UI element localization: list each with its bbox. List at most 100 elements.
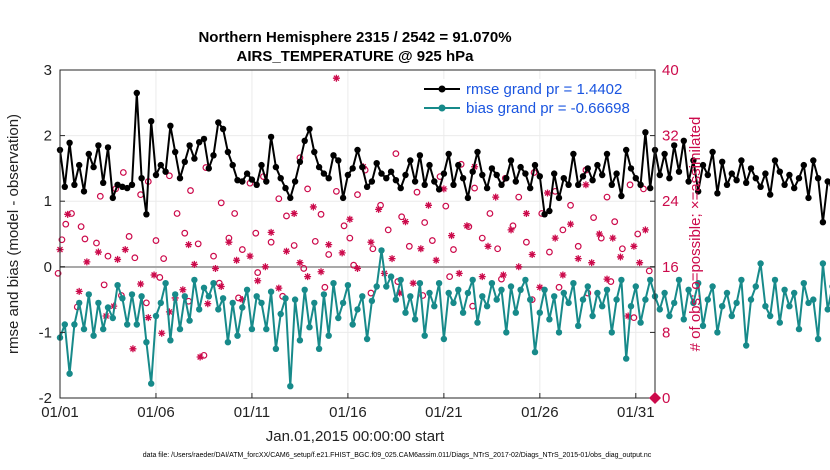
bias-point [469,276,476,284]
x-tick-label: 01/01 [41,404,79,421]
rmse-point [128,181,136,188]
bias-point [421,332,428,339]
rmse-point [119,183,126,190]
bias-point [109,314,117,322]
rmse-point [363,183,371,190]
bias-point [589,312,596,320]
rmse-point [752,175,759,182]
rmse-point [277,175,284,182]
bias-point [743,342,750,349]
possible-obs-point [626,181,634,189]
bias-point [771,276,779,284]
bias-point [90,332,97,339]
possible-obs-point [413,188,421,196]
rmse-point [253,181,260,188]
bias-point [258,299,265,307]
bias-point [61,321,68,328]
bias-point [642,296,649,303]
y-tick-label: 3 [44,62,52,79]
rmse-point [776,168,783,175]
possible-obs-point [332,187,340,195]
bias-point [709,283,716,290]
assimilated-obs-point [267,228,275,236]
bias-point [498,286,505,293]
assimilated-obs-point [409,279,417,287]
rmse-point [522,170,529,177]
rmse-point [546,207,553,215]
rmse-point [339,194,347,202]
assimilated-obs-point [544,189,552,197]
y-tick-label: 1 [44,193,52,210]
bias-point [239,304,246,311]
rmse-point [335,157,342,164]
rmse-point [603,150,611,158]
bias-point [786,303,793,310]
rmse-point [584,165,591,172]
rmse-point [642,129,649,136]
bias-point [339,299,347,307]
bias-point [306,324,313,331]
rmse-point [819,219,827,226]
possible-obs-point [321,283,329,291]
rmse-point [781,181,788,188]
assimilated-obs-point [492,193,500,201]
possible-obs-point [350,261,358,269]
rmse-point [373,160,380,167]
assimilated-obs-point [478,273,486,281]
bias-point [613,296,620,303]
bias-point [647,276,654,284]
rmse-point [287,194,294,202]
possible-obs-point [603,193,611,201]
rmse-point [483,184,491,192]
assimilated-obs-point [317,268,325,276]
bias-point [512,309,519,316]
rmse-point [239,178,246,185]
rmse-point [344,171,352,179]
rmse-point [517,163,524,171]
rmse-point [671,142,678,149]
assimilated-obs-point [448,232,456,240]
possible-obs-point [156,274,164,281]
data-file-footnote: data file: /Users/raeder/DAI/ATM_forcXX/… [143,452,652,459]
possible-obs-point [173,210,181,217]
y2-tick-label: 24 [662,193,679,210]
possible-obs-point [630,314,638,322]
rmse-point [594,161,601,169]
assimilated-obs-point [204,300,212,308]
possible-obs-point [317,210,325,218]
y2-tick-label: 8 [662,324,670,341]
bias-point [335,314,342,322]
bias-point [426,289,433,297]
rmse-point [627,165,635,172]
bias-point [623,355,630,362]
rmse-point [479,171,486,179]
assimilated-obs-point [94,248,102,256]
bias-point [71,321,78,328]
assimilated-obs-point [559,271,567,279]
rmse-point [143,211,150,218]
bias-point [675,276,683,284]
assimilated-obs-point [567,220,575,228]
bias-point [656,306,663,313]
bias-point [599,303,606,310]
assimilated-obs-point [211,264,219,272]
possible-obs-point [304,185,311,193]
rmse-point [368,178,376,185]
assimilated-obs-point [595,230,603,238]
bias-point [200,284,208,291]
bias-point [205,293,212,300]
rmse-point [421,181,428,188]
possible-obs-point [346,234,354,242]
bias-point [186,317,193,324]
bias-point [776,319,783,326]
legend-rmse-marker [438,85,446,93]
possible-obs-point [231,210,239,217]
assimilated-obs-point [144,314,152,322]
bias-point [661,289,668,297]
bias-point [435,280,443,287]
rmse-point [767,191,774,198]
rmse-point [488,165,496,172]
rmse-point [191,155,198,162]
rmse-point [541,211,548,218]
